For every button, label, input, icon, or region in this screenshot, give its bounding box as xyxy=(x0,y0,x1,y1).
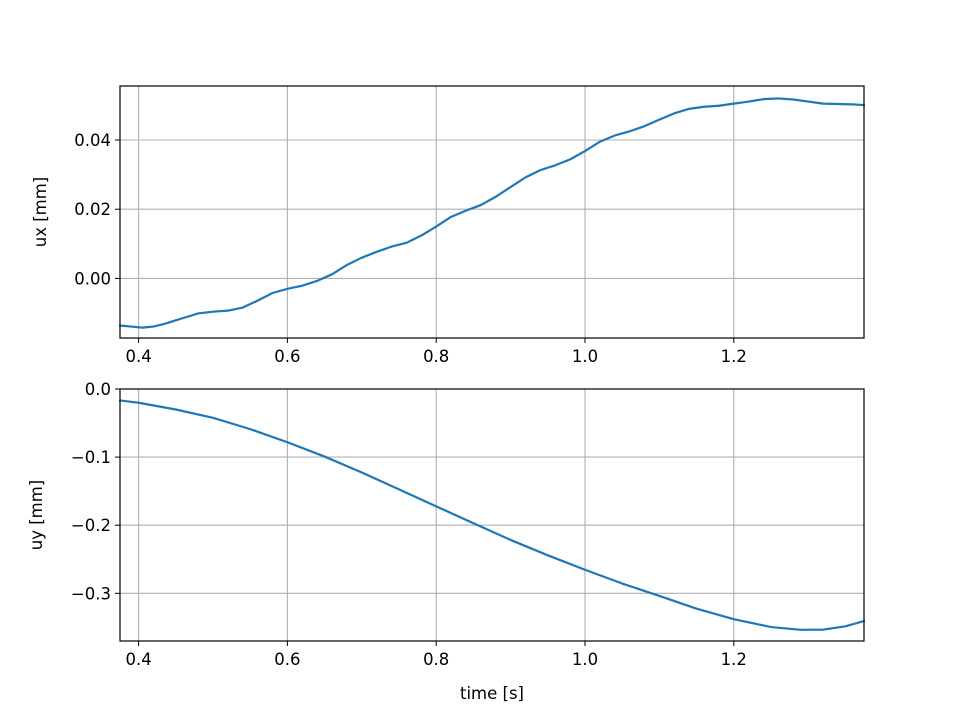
y-tick-label: −0.3 xyxy=(71,584,111,603)
y-axis-label: ux [mm] xyxy=(31,177,50,248)
y-axis-label: uy [mm] xyxy=(27,480,46,551)
x-tick-label: 1.0 xyxy=(572,347,598,366)
x-tick-label: 0.4 xyxy=(125,347,151,366)
x-tick-label: 0.4 xyxy=(125,650,151,669)
x-tick-label: 0.8 xyxy=(423,650,449,669)
x-tick-label: 1.2 xyxy=(721,347,747,366)
axes-frame xyxy=(119,388,865,642)
uy-subplot: 0.4 0.6 0.8 1.0 1.2 0.0 −0.1 −0.2 −0.3 uy [mm] tim… xyxy=(27,380,866,703)
plot-area xyxy=(120,86,864,338)
x-tick-label: 0.6 xyxy=(274,347,300,366)
x-tick-label: 1.2 xyxy=(721,650,747,669)
series-line xyxy=(118,97,866,329)
y-tick-label: −0.2 xyxy=(71,516,111,535)
y-tick-label: 0.00 xyxy=(74,269,111,288)
x-tick-label: 1.0 xyxy=(572,650,598,669)
axes-frame xyxy=(119,85,865,339)
ux-subplot: 0.4 0.6 0.8 1.0 1.2 0.00 0.02 0.04 ux [mm] xyxy=(31,85,866,366)
plot-area xyxy=(120,389,864,641)
y-tick-label: −0.1 xyxy=(71,448,111,467)
x-tick-label: 0.8 xyxy=(423,347,449,366)
y-tick-label: 0.0 xyxy=(85,380,111,399)
y-tick-label: 0.02 xyxy=(74,200,111,219)
x-axis-label: time [s] xyxy=(460,684,524,703)
series-line xyxy=(118,399,866,631)
y-tick-label: 0.04 xyxy=(74,131,111,150)
x-tick-label: 0.6 xyxy=(274,650,300,669)
